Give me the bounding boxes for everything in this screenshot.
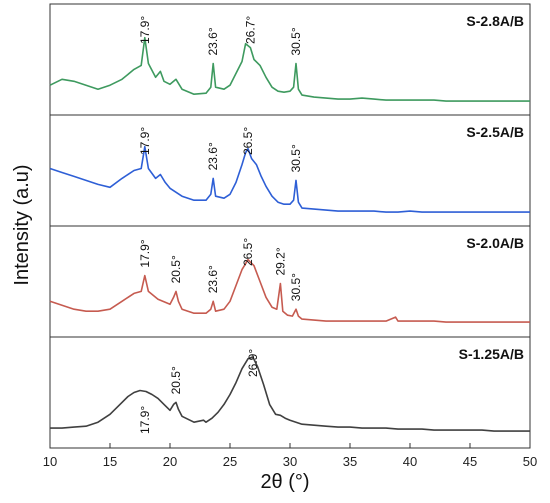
series-line (49, 258, 530, 323)
peak-label: 26.9° (246, 349, 260, 377)
peak-label: 29.2° (273, 247, 287, 275)
x-tick-label: 15 (103, 454, 117, 469)
panel-label: S-2.8A/B (466, 13, 524, 29)
peak-label: 17.9° (138, 406, 152, 434)
x-tick-label: 40 (403, 454, 417, 469)
x-tick-label: 45 (463, 454, 477, 469)
panel-0: S-2.8A/B 17.9° 23.6° 26.7° 30.5° (49, 3, 531, 116)
series-line (50, 356, 530, 432)
x-tick-label: 30 (283, 454, 297, 469)
peak-label: 30.5° (289, 273, 303, 301)
peak-label: 17.9° (138, 16, 152, 44)
peak-label: 23.6° (206, 265, 220, 293)
peak-label: 17.9° (138, 239, 152, 267)
peak-label: 26.5° (241, 238, 255, 266)
panel-2: S-2.0A/B 17.9° 20.5° 23.6° 26.5° 29.2°30.5° (49, 225, 531, 338)
panel-label: S-1.25A/B (459, 346, 524, 362)
panel-label: S-2.5A/B (466, 124, 524, 140)
series-line (49, 145, 530, 213)
peak-label: 20.5° (169, 366, 183, 394)
series-line (49, 36, 530, 102)
peak-label: 26.7° (243, 16, 257, 44)
x-tick-label: 25 (223, 454, 237, 469)
peak-label: 30.5° (289, 27, 303, 55)
peak-label: 23.6° (206, 142, 220, 170)
x-axis: 10 15 20 25 30 35 40 45 50 (43, 443, 537, 469)
panel-3: S-1.25A/B 17.9° 20.5° 26.9° (49, 336, 531, 449)
peak-label: 20.5° (169, 255, 183, 283)
peak-label: 23.6° (206, 27, 220, 55)
x-tick-label: 10 (43, 454, 57, 469)
peak-label: 26.5° (241, 127, 255, 155)
panel-1: S-2.5A/B 17.9° 23.6° 26.5° 30.5° (49, 114, 531, 227)
panels: S-2.8A/B 17.9° 23.6° 26.7° 30.5° S-2.5A/B 17.9… (49, 3, 531, 449)
x-tick-label: 35 (343, 454, 357, 469)
y-axis-title: Intensity (a.u) (11, 164, 33, 285)
x-tick-label: 20 (163, 454, 177, 469)
peak-label: 30.5° (289, 144, 303, 172)
x-axis-title: 2θ (°) (260, 471, 309, 493)
panel-frame (49, 3, 531, 116)
peak-label: 17.9° (138, 127, 152, 155)
x-tick-label: 50 (523, 454, 537, 469)
panel-label: S-2.0A/B (466, 235, 524, 251)
